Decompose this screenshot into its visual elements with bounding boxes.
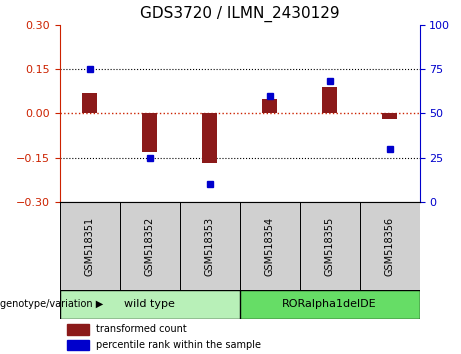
Bar [262,98,277,113]
Bar [322,87,337,113]
Bar [382,113,397,119]
Text: GSM518352: GSM518352 [145,216,155,276]
Text: GSM518355: GSM518355 [325,216,335,276]
Text: GSM518351: GSM518351 [85,216,95,276]
Bar [60,290,240,319]
Text: transformed count: transformed count [96,324,187,334]
Bar [360,202,420,290]
Text: wild type: wild type [124,299,175,309]
Bar [240,290,420,319]
Text: genotype/variation ▶: genotype/variation ▶ [0,299,103,309]
Bar [120,202,180,290]
Bar [300,202,360,290]
Text: GSM518356: GSM518356 [384,216,395,276]
Bar [142,113,157,152]
Text: GSM518353: GSM518353 [205,216,215,276]
Bar [202,113,217,164]
Bar [67,340,89,350]
Text: GSM518354: GSM518354 [265,216,275,276]
Bar [60,202,120,290]
Bar [240,202,300,290]
Bar [83,93,97,113]
Text: percentile rank within the sample: percentile rank within the sample [96,340,261,350]
Title: GDS3720 / ILMN_2430129: GDS3720 / ILMN_2430129 [140,6,340,22]
Text: RORalpha1delDE: RORalpha1delDE [282,299,377,309]
Bar [67,324,89,335]
Bar [180,202,240,290]
